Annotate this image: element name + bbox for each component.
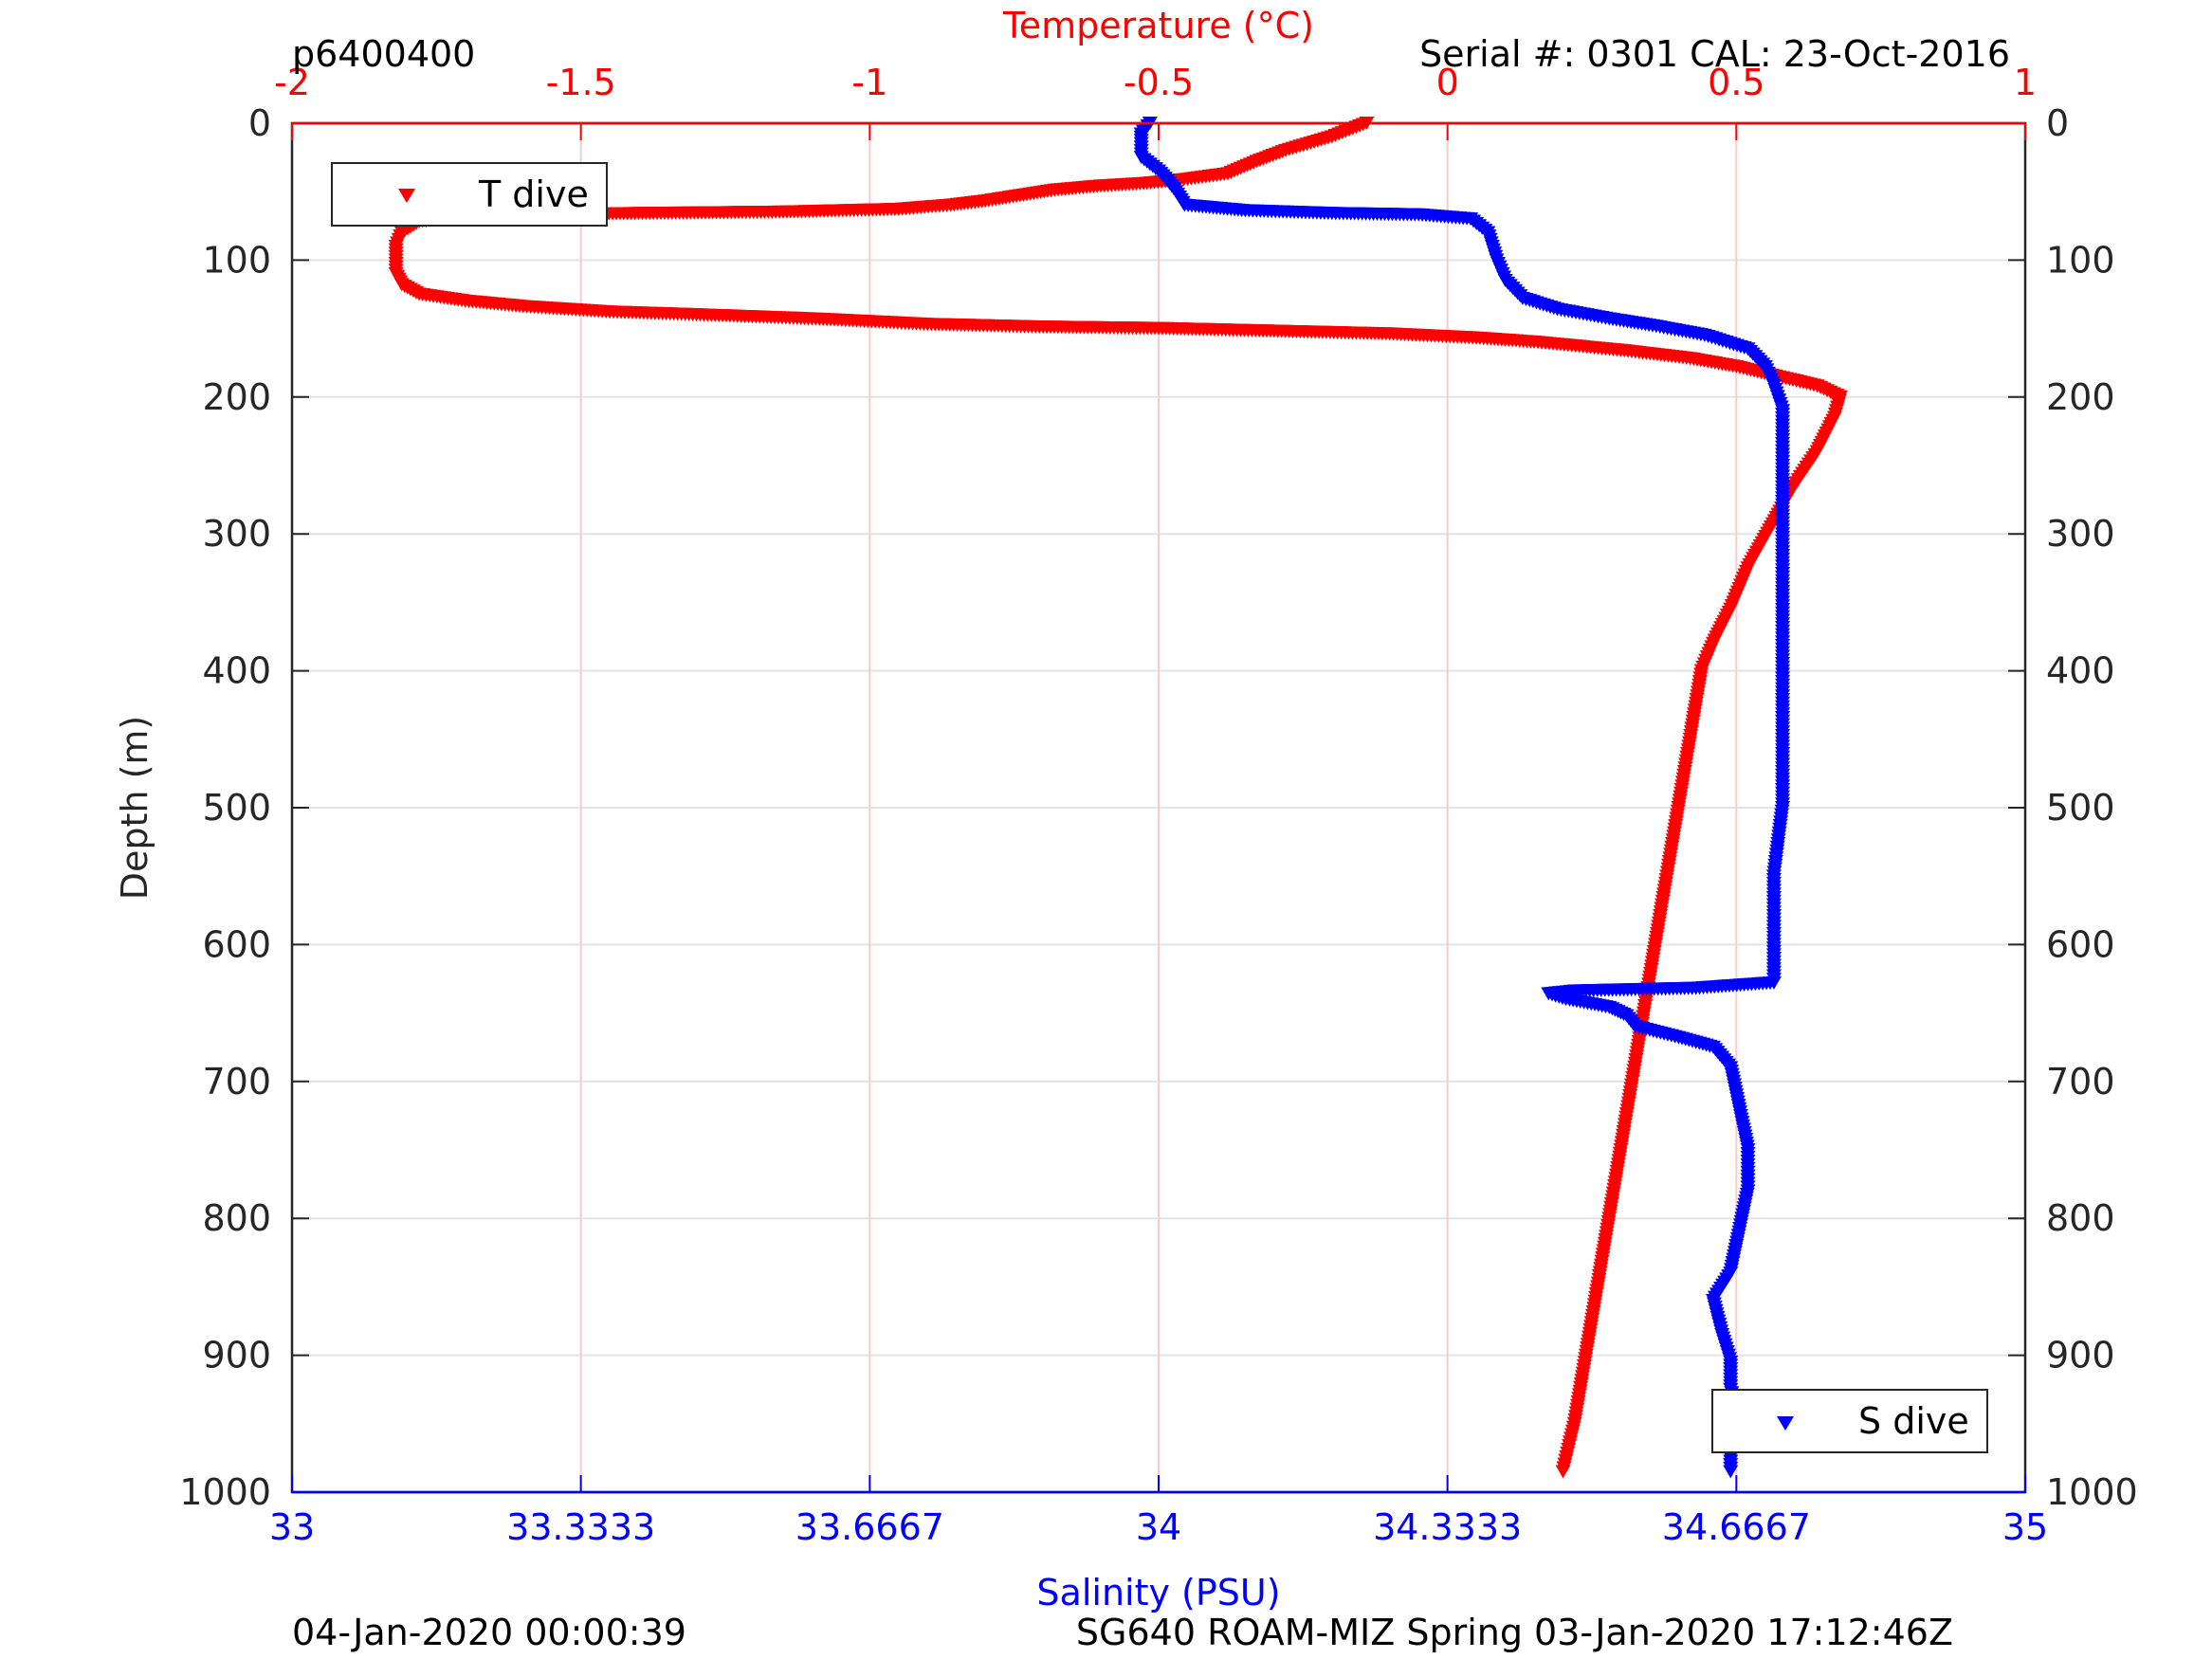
y-tick-label-right: 600 [2046, 923, 2115, 965]
y-tick-label-right: 200 [2046, 376, 2115, 418]
x-bottom-tick-label: 33.6667 [795, 1506, 944, 1548]
y-tick-label-left: 900 [202, 1335, 271, 1376]
x-bottom-tick-label: 33 [269, 1506, 315, 1548]
x-top-tick-label: 0.5 [1708, 62, 1764, 103]
y-tick-label-left: 200 [202, 376, 271, 418]
x-top-tick-label: -0.5 [1124, 62, 1194, 103]
x-bottom-tick-label: 34.6667 [1662, 1506, 1811, 1548]
axes: 0 0 100 100 200 200 300 300 400 400 500 500 600 600 70… [179, 62, 2137, 1548]
y-tick-label-left: 600 [202, 923, 271, 965]
legend-s-label: S dive [1858, 1400, 1969, 1442]
y-tick-label-right: 100 [2046, 239, 2115, 281]
x-top-tick-label: -2 [274, 62, 310, 103]
y-tick-label-right: 0 [2046, 102, 2069, 144]
footer-mission: SG640 ROAM-MIZ Spring 03-Jan-2020 17:12:… [1076, 1612, 1953, 1653]
footer-timestamp: 04-Jan-2020 00:00:39 [292, 1612, 686, 1653]
y-tick-label-left: 1000 [179, 1471, 271, 1513]
data-point [1723, 1465, 1739, 1479]
y-tick-label-left: 700 [202, 1061, 271, 1103]
y-tick-label-right: 1000 [2046, 1471, 2138, 1513]
y-tick-label-right: 500 [2046, 787, 2115, 829]
x-bottom-tick-label: 34 [1136, 1506, 1181, 1548]
y-tick-label-left: 300 [202, 513, 271, 555]
y-tick-label-right: 700 [2046, 1061, 2115, 1103]
y-tick-label-left: 400 [202, 650, 271, 692]
x-top-tick-label: -1.5 [546, 62, 616, 103]
y-tick-label-right: 800 [2046, 1197, 2115, 1239]
legend-t-dive: T dive [331, 162, 608, 227]
legend-t-marker-icon [398, 189, 415, 203]
y-tick-label-left: 800 [202, 1197, 271, 1239]
y-tick-label-right: 900 [2046, 1335, 2115, 1376]
legend-t-label: T dive [478, 173, 589, 215]
x-bottom-tick-label: 34.3333 [1373, 1506, 1522, 1548]
x-top-tick-label: -1 [851, 62, 887, 103]
bottom-axis-title: Salinity (PSU) [1036, 1572, 1280, 1613]
x-bottom-tick-label: 35 [2002, 1506, 2048, 1548]
y-tick-label-right: 400 [2046, 650, 2115, 692]
legend-s-marker-icon [1777, 1416, 1794, 1431]
x-bottom-tick-label: 33.3333 [506, 1506, 655, 1548]
legend-s-dive: S dive [1711, 1389, 1988, 1453]
legend-t-box [331, 162, 608, 227]
data-point [1555, 1465, 1571, 1479]
x-top-tick-label: 1 [2014, 62, 2037, 103]
y-tick-label-left: 100 [202, 239, 271, 281]
y-axis-title: Depth (m) [114, 716, 155, 901]
serial-cal-info: Serial #: 0301 CAL: 23-Oct-2016 [1419, 33, 2010, 75]
top-axis-title: Temperature (°C) [1002, 5, 1314, 46]
y-tick-label-left: 500 [202, 787, 271, 829]
x-top-tick-label: 0 [1436, 62, 1459, 103]
y-tick-label-right: 300 [2046, 513, 2115, 555]
profile-id: p6400400 [292, 33, 475, 75]
y-tick-label-left: 0 [248, 102, 271, 144]
legend-s-box [1711, 1389, 1988, 1453]
